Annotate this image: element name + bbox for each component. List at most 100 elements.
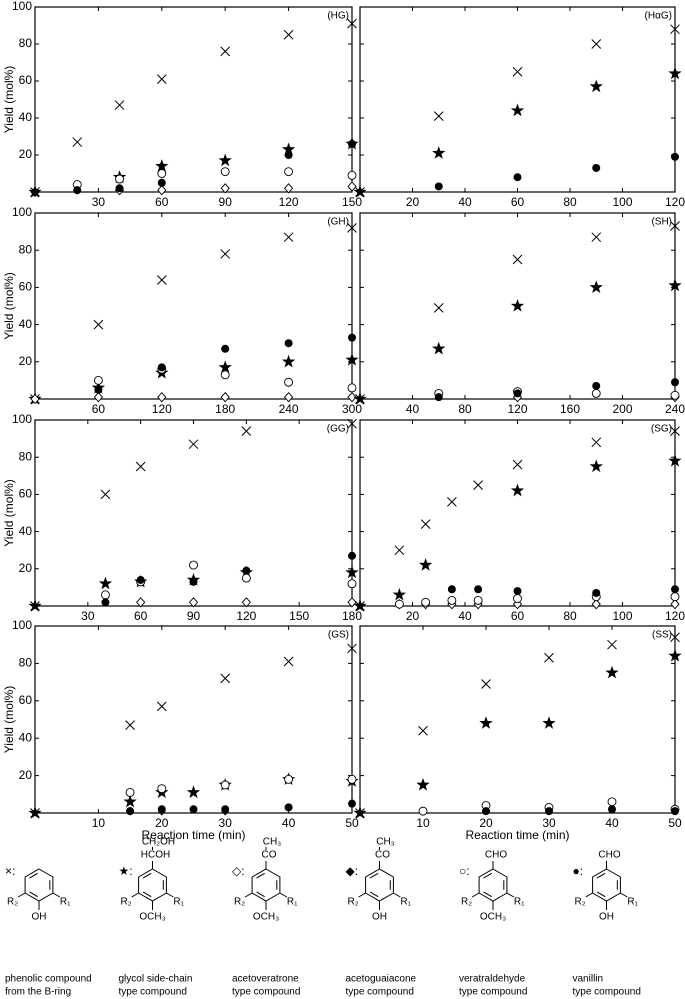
- marker-diamond-open: [136, 597, 146, 608]
- double-bond: [483, 872, 492, 879]
- x-tick-label: 240: [279, 402, 299, 416]
- x-axis-label: Reaction time (min): [141, 828, 245, 842]
- x-tick-label: 120: [665, 195, 685, 209]
- marker-cross: [72, 137, 83, 147]
- marker-circle-filled: [434, 182, 443, 191]
- x-tick-label: 30: [92, 195, 106, 209]
- x-tick-label: 40: [406, 402, 420, 416]
- substituent: CH₃: [263, 837, 282, 848]
- panel: (SG) 20 40 60 80 100 120: [353, 419, 685, 623]
- marker-cross: [100, 489, 111, 500]
- substituent: R₁: [514, 897, 525, 908]
- panel-title: (SG): [651, 424, 672, 435]
- marker-diamond-open: [347, 391, 357, 403]
- x-tick-label: 20: [479, 816, 493, 830]
- marker-cross: [283, 656, 294, 667]
- marker-cross: [473, 480, 483, 490]
- legend-caption: type compound: [573, 987, 641, 998]
- benzene-ring: [24, 868, 54, 902]
- marker-star: [345, 565, 359, 579]
- marker-circle-filled: [348, 333, 356, 342]
- marker-cross: [591, 437, 602, 448]
- marker-circle-filled: [189, 805, 198, 814]
- marker-circle-filled: [242, 566, 251, 575]
- legend-item: ◇: OCH₃ R₂ R₁ CH₃ CO acetoveratrone type compou…: [232, 837, 300, 998]
- double-bond: [142, 872, 152, 879]
- x-tick-label: 50: [668, 816, 682, 830]
- marker-star: [28, 806, 42, 819]
- marker-circle-open: [189, 560, 198, 570]
- marker-circle-open: [157, 169, 167, 178]
- x-tick-label: 50: [345, 816, 359, 830]
- legend-symbol: ×:: [5, 864, 15, 878]
- marker-star: [668, 66, 682, 80]
- marker-star: [281, 142, 296, 156]
- marker-cross: [418, 725, 428, 736]
- legend-symbol: ◆:: [346, 864, 359, 878]
- benzene-ring: [251, 868, 281, 902]
- benzene-ring: [478, 868, 508, 902]
- marker-cross: [188, 439, 199, 450]
- marker-circle-open: [670, 390, 680, 400]
- marker-cross: [607, 639, 617, 650]
- marker-cross: [347, 643, 357, 654]
- marker-diamond-filled: [31, 187, 39, 197]
- marker-cross: [447, 496, 457, 507]
- substituent: OH: [372, 912, 387, 923]
- substituent: R₂: [575, 897, 586, 908]
- substituent: CH₂OH: [142, 837, 175, 848]
- y-tick-label: 40: [19, 110, 33, 124]
- marker-circle-filled: [189, 577, 198, 586]
- legend-symbol: ○:: [459, 864, 470, 878]
- bond: [585, 892, 593, 898]
- marker-circle-open: [670, 592, 680, 602]
- y-tick-label: 60: [19, 487, 33, 501]
- marker-cross: [670, 426, 680, 437]
- double-bond: [29, 891, 38, 898]
- x-tick-label: 200: [612, 402, 632, 416]
- y-axis-label: Yield (mol%): [2, 686, 16, 754]
- marker-star: [510, 299, 525, 312]
- y-tick-label: 60: [19, 693, 33, 707]
- substituent: R₂: [7, 897, 18, 908]
- y-tick-label: 80: [19, 449, 33, 463]
- panel: (HG) 30 60 90 120 150 20 40 60 80 100 Yield (mol%): [2, 0, 362, 209]
- x-tick-label: 120: [665, 609, 685, 623]
- legend-item: ◆: OH R₂ R₁ CH₃ CO acetoguaiacone type compound: [346, 837, 417, 998]
- marker-circle-open: [220, 167, 230, 177]
- legend-item: ×: OH R₂ R₁ phenolic compound from the B-ring: [5, 864, 92, 997]
- x-tick-label: 120: [507, 402, 527, 416]
- panel: (HαG) 20 40 60 80 100 120: [353, 6, 685, 209]
- x-tick-label: 150: [342, 195, 362, 209]
- marker-diamond-open: [283, 391, 294, 403]
- marker-circle-filled: [474, 585, 483, 594]
- marker-star: [479, 716, 493, 729]
- legend-caption: from the B-ring: [5, 987, 71, 998]
- bond: [279, 892, 288, 898]
- marker-circle-filled: [157, 178, 166, 187]
- double-bond: [29, 872, 38, 879]
- substituent: R₁: [400, 897, 411, 908]
- y-tick-label: 100: [12, 412, 32, 426]
- marker-diamond-open: [347, 181, 357, 192]
- panel: (SS) 10 20 30 40 50 Reaction time (min): [353, 625, 682, 842]
- double-bond: [369, 891, 379, 898]
- marker-diamond-open: [283, 183, 294, 194]
- y-tick-label: 40: [19, 730, 33, 744]
- marker-cross: [670, 221, 680, 231]
- marker-star: [432, 146, 446, 159]
- marker-cross: [512, 66, 523, 77]
- marker-circle-filled: [94, 385, 103, 394]
- marker-circle-open: [220, 370, 230, 380]
- marker-star: [418, 558, 433, 571]
- marker-circle-filled: [101, 598, 110, 607]
- y-axis-label: Yield (mol%): [2, 479, 16, 547]
- marker-circle-open: [115, 174, 124, 184]
- marker-cross: [512, 459, 523, 470]
- marker-star: [186, 785, 201, 799]
- marker-cross: [347, 18, 357, 29]
- marker-cross: [220, 249, 231, 259]
- panel-title: (HαG): [645, 11, 672, 22]
- marker-cross: [670, 24, 680, 35]
- x-tick-label: 40: [458, 195, 472, 209]
